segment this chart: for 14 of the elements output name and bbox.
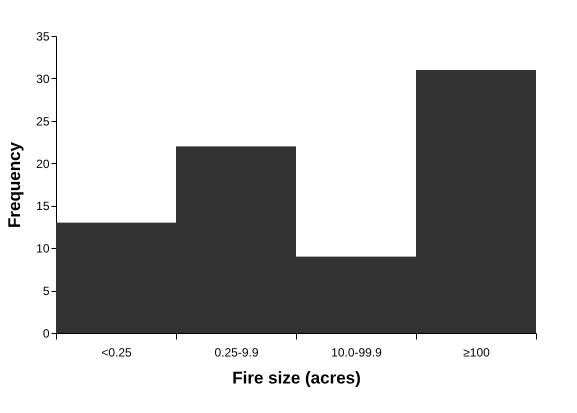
x-tick-label: 0.25-9.9 [214,346,259,360]
x-axis-title: Fire size (acres) [232,368,361,388]
x-tick-label: ≥100 [463,346,490,360]
y-tick-label: 35 [36,30,50,44]
y-tick-label: 15 [36,199,50,214]
x-tick-label: <0.25 [101,346,132,360]
y-tick-label: 25 [36,114,50,128]
y-tick-label: 30 [36,72,50,86]
y-tick-label: 10 [36,242,50,256]
x-tick-label: 10.0-99.9 [331,346,382,360]
y-tick-label: 5 [42,284,50,298]
y-axis-title: Frequency [5,141,24,228]
y-tick-label: 0 [42,326,50,340]
y-tick-label: 20 [36,156,50,171]
